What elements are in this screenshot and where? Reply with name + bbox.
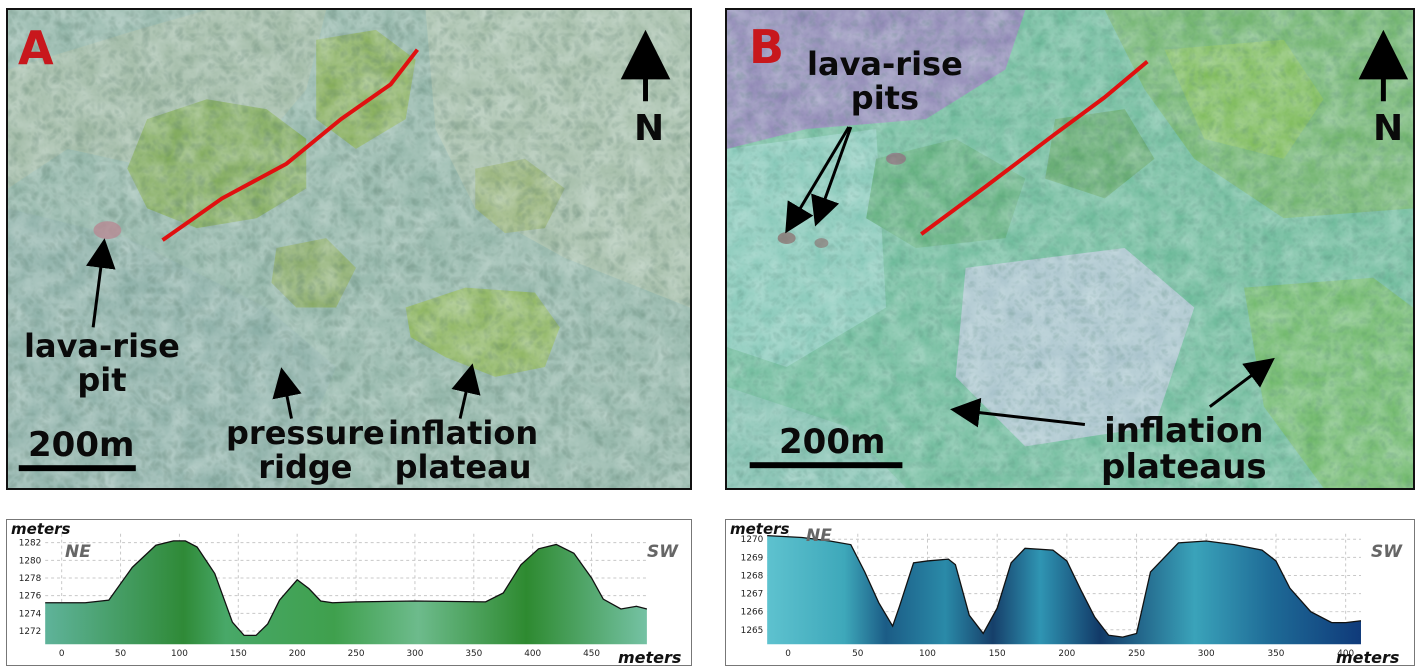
panel-letter-a: A (18, 21, 54, 75)
plateaus-label-b: inflation plateaus (1101, 411, 1267, 487)
elevation-area-a (45, 540, 647, 645)
y-tick-label: 1267 (741, 590, 764, 600)
y-tick-label: 1266 (741, 608, 764, 618)
x-tick-label: 250 (348, 649, 365, 659)
y-tick-label: 1278 (19, 574, 42, 584)
y-tick-label: 1282 (19, 539, 42, 549)
elevation-profile-b: 0 50 100 150 200 250 300 350 400 1265 1266 1267 1268… (725, 519, 1415, 666)
elevation-line-a (45, 540, 648, 637)
x-axis-unit-b: meters (1336, 648, 1400, 667)
scale-label-a: 200m (28, 425, 135, 465)
y-axis-unit-a: meters (11, 520, 71, 538)
x-tick-label: 100 (919, 649, 936, 659)
x-tick-label: 450 (583, 649, 600, 659)
profile-chart-b: 0 50 100 150 200 250 300 350 400 1265 1266 1267 1268… (741, 533, 1362, 659)
pit-label-a: lava-rise pit (24, 327, 180, 399)
x-tick-label: 400 (524, 649, 541, 659)
elevation-profile-a: 0 50 100 150 200 250 300 350 400 450 1272 1274 1276 1… (6, 519, 692, 666)
x-tick-label: 350 (1267, 649, 1284, 659)
x-tick-label: 300 (1198, 649, 1215, 659)
x-tick-label: 50 (115, 649, 127, 659)
elevation-area-b (767, 535, 1361, 645)
panel-letter-b: B (749, 20, 785, 74)
scale-label-b: 200m (779, 422, 886, 462)
x-tick-label: 150 (989, 649, 1006, 659)
x-tick-label: 400 (1337, 649, 1354, 659)
x-axis-unit-a: meters (618, 648, 682, 667)
y-tick-label: 1270 (741, 535, 764, 545)
north-label-a: N (634, 108, 665, 149)
orbital-image-a: A N lava-rise pit pressure ridge inflation… (6, 8, 692, 490)
y-tick-label: 1265 (741, 626, 764, 636)
pits-label-b: lava-rise pits (807, 45, 963, 117)
terrain-image-a (8, 10, 690, 488)
direction-left-b: NE (806, 526, 832, 546)
x-tick-label: 250 (1128, 649, 1145, 659)
x-tick-label: 150 (230, 649, 247, 659)
y-tick-label: 1276 (19, 592, 42, 602)
x-tick-label: 200 (1058, 649, 1075, 659)
x-tick-label: 100 (171, 649, 188, 659)
x-tick-label: 300 (406, 649, 423, 659)
direction-right-a: SW (647, 542, 678, 562)
y-tick-label: 1280 (19, 556, 42, 566)
y-axis-unit-b: meters (730, 520, 790, 538)
x-tick-label: 0 (59, 649, 65, 659)
direction-left-a: NE (65, 542, 91, 562)
y-tick-label: 1269 (741, 553, 764, 563)
y-tick-label: 1272 (19, 627, 42, 637)
y-tick-label: 1268 (741, 571, 764, 581)
y-tick-label: 1274 (19, 609, 42, 619)
plateau-label-a: inflation plateau (388, 414, 539, 486)
north-label-b: N (1373, 108, 1404, 149)
x-tick-label: 200 (289, 649, 306, 659)
x-tick-label: 350 (465, 649, 482, 659)
elevation-line-b (767, 534, 1362, 638)
profile-chart-a: 0 50 100 150 200 250 300 350 400 450 1272 1274 1276 1… (19, 533, 648, 659)
orbital-image-b: B N lava-rise pits inflation plateaus 200m (725, 8, 1415, 490)
ridge-label-a: pressure ridge (226, 414, 385, 486)
direction-right-b: SW (1371, 542, 1402, 562)
x-tick-label: 0 (785, 649, 791, 659)
x-tick-label: 50 (852, 649, 864, 659)
